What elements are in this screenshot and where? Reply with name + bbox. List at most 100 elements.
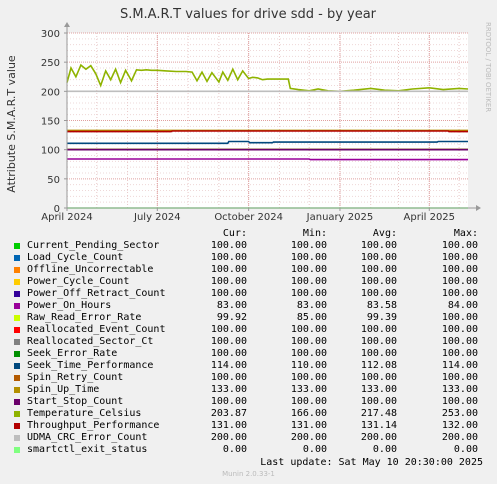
legend-max: 100.00 xyxy=(441,264,478,275)
legend-swatch xyxy=(14,423,20,429)
legend-avg: 0.00 xyxy=(372,444,397,455)
legend-series-name: Load_Cycle_Count xyxy=(27,252,124,263)
series-line xyxy=(67,158,468,161)
legend-series-name: Power_Cycle_Count xyxy=(27,276,130,287)
munin-version: Munin 2.0.33-1 xyxy=(222,470,275,478)
legend-max: 253.00 xyxy=(441,408,478,419)
axes: 0 50 100 150 200 250 300 April 2024 July 2024 Oct… xyxy=(41,22,481,223)
legend-max: 100.00 xyxy=(441,276,478,287)
legend-row: Seek_Time_Performance 114.00 110.00 112.08 1… xyxy=(12,360,492,372)
legend-avg: 100.00 xyxy=(360,336,397,347)
legend-min: 0.00 xyxy=(302,444,327,455)
legend-cur: 200.00 xyxy=(210,432,247,443)
legend-swatch xyxy=(14,363,20,369)
legend-min: 166.00 xyxy=(290,408,327,419)
legend-table: Cur: Min: Avg: Max: Current_Pending_Sect… xyxy=(12,228,492,456)
legend-min: 100.00 xyxy=(290,336,327,347)
legend-max: 0.00 xyxy=(453,444,478,455)
series-line xyxy=(67,140,468,145)
legend-series-name: UDMA_CRC_Error_Count xyxy=(27,432,148,443)
legend-avg: 100.00 xyxy=(360,276,397,287)
legend-swatch xyxy=(14,375,20,381)
legend-series-name: smartctl_exit_status xyxy=(27,444,148,455)
legend-max: 100.00 xyxy=(441,252,478,263)
legend-row: Power_On_Hours 83.00 83.00 83.58 84.00 xyxy=(12,300,492,312)
legend-cur: 203.87 xyxy=(210,408,247,419)
last-update: Last update: Sat May 10 20:30:00 2025 xyxy=(260,457,483,468)
x-tick-label: April 2024 xyxy=(41,212,92,223)
legend-row: UDMA_CRC_Error_Count 200.00 200.00 200.00 20… xyxy=(12,432,492,444)
legend-row: Spin_Retry_Count 100.00 100.00 100.00 100.00 xyxy=(12,372,492,384)
legend-min: 110.00 xyxy=(290,360,327,371)
legend-series-name: Seek_Error_Rate xyxy=(27,348,118,359)
y-tick-label: 300 xyxy=(41,29,60,40)
legend-min: 200.00 xyxy=(290,432,327,443)
legend-row: Offline_Uncorrectable 100.00 100.00 100.00 1… xyxy=(12,264,492,276)
legend-avg: 133.00 xyxy=(360,384,397,395)
legend-avg: 99.39 xyxy=(366,312,397,323)
legend-avg: 100.00 xyxy=(360,264,397,275)
legend-row: Raw_Read_Error_Rate 99.92 85.00 99.39 100.00 xyxy=(12,312,492,324)
legend-row: Spin_Up_Time 133.00 133.00 133.00 133.00 xyxy=(12,384,492,396)
legend-max: 84.00 xyxy=(447,300,478,311)
legend-avg: 100.00 xyxy=(360,324,397,335)
legend-max: 114.00 xyxy=(441,360,478,371)
legend-series-name: Spin_Up_Time xyxy=(27,384,100,395)
legend-max: 100.00 xyxy=(441,240,478,251)
legend-swatch xyxy=(14,435,20,441)
legend-max: 100.00 xyxy=(441,324,478,335)
legend-cur: 100.00 xyxy=(210,336,247,347)
legend-swatch xyxy=(14,243,20,249)
header-cur: Cur: xyxy=(222,228,247,239)
legend-avg: 100.00 xyxy=(360,348,397,359)
legend-avg: 112.08 xyxy=(360,360,397,371)
legend-cur: 131.00 xyxy=(210,420,247,431)
legend-row: Reallocated_Event_Count 100.00 100.00 100.0… xyxy=(12,324,492,336)
legend-max: 133.00 xyxy=(441,384,478,395)
legend-row: Throughput_Performance 131.00 131.00 131.14… xyxy=(12,420,492,432)
legend-min: 100.00 xyxy=(290,276,327,287)
legend-series-name: Raw_Read_Error_Rate xyxy=(27,312,142,323)
chart-area: S.M.A.R.T values for drive sdd - by year… xyxy=(5,7,492,223)
legend-swatch xyxy=(14,399,20,405)
legend-swatch xyxy=(14,315,20,321)
legend-cur: 100.00 xyxy=(210,324,247,335)
legend-header: Cur: Min: Avg: Max: xyxy=(12,228,492,240)
y-tick-label: 200 xyxy=(41,87,60,98)
legend-max: 100.00 xyxy=(441,348,478,359)
legend-avg: 100.00 xyxy=(360,372,397,383)
legend-max: 100.00 xyxy=(441,372,478,383)
legend-cur: 100.00 xyxy=(210,396,247,407)
chart-title: S.M.A.R.T values for drive sdd - by year xyxy=(120,7,377,22)
x-tick-label: April 2025 xyxy=(404,212,455,223)
legend-avg: 200.00 xyxy=(360,432,397,443)
legend-swatch xyxy=(14,411,20,417)
legend-max: 100.00 xyxy=(441,336,478,347)
legend-swatch xyxy=(14,279,20,285)
legend-min: 83.00 xyxy=(296,300,327,311)
legend-row: Power_Off_Retract_Count 100.00 100.00 100.0… xyxy=(12,288,492,300)
legend-series-name: Offline_Uncorrectable xyxy=(27,264,154,275)
legend-min: 100.00 xyxy=(290,264,327,275)
legend-cur: 83.00 xyxy=(216,300,247,311)
legend-series-name: Reallocated_Sector_Ct xyxy=(27,336,154,347)
legend-max: 200.00 xyxy=(441,432,478,443)
legend-avg: 100.00 xyxy=(360,240,397,251)
legend-min: 100.00 xyxy=(290,240,327,251)
series-lines xyxy=(66,63,469,209)
legend-series-name: Reallocated_Event_Count xyxy=(27,324,166,335)
y-axis-arrow xyxy=(64,22,70,27)
legend-min: 100.00 xyxy=(290,324,327,335)
x-tick-label: January 2025 xyxy=(306,212,374,223)
y-axis-label: Attribute S.M.A.R.T value xyxy=(5,55,18,193)
series-line xyxy=(67,130,468,133)
legend-row: Load_Cycle_Count 100.00 100.00 100.00 100.00 xyxy=(12,252,492,264)
legend-swatch xyxy=(14,267,20,273)
legend-min: 100.00 xyxy=(290,396,327,407)
legend-cur: 114.00 xyxy=(210,360,247,371)
legend-series-name: Current_Pending_Sector xyxy=(27,240,160,251)
legend-swatch xyxy=(14,255,20,261)
legend-swatch xyxy=(14,303,20,309)
legend-swatch xyxy=(14,327,20,333)
legend-swatch xyxy=(14,339,20,345)
